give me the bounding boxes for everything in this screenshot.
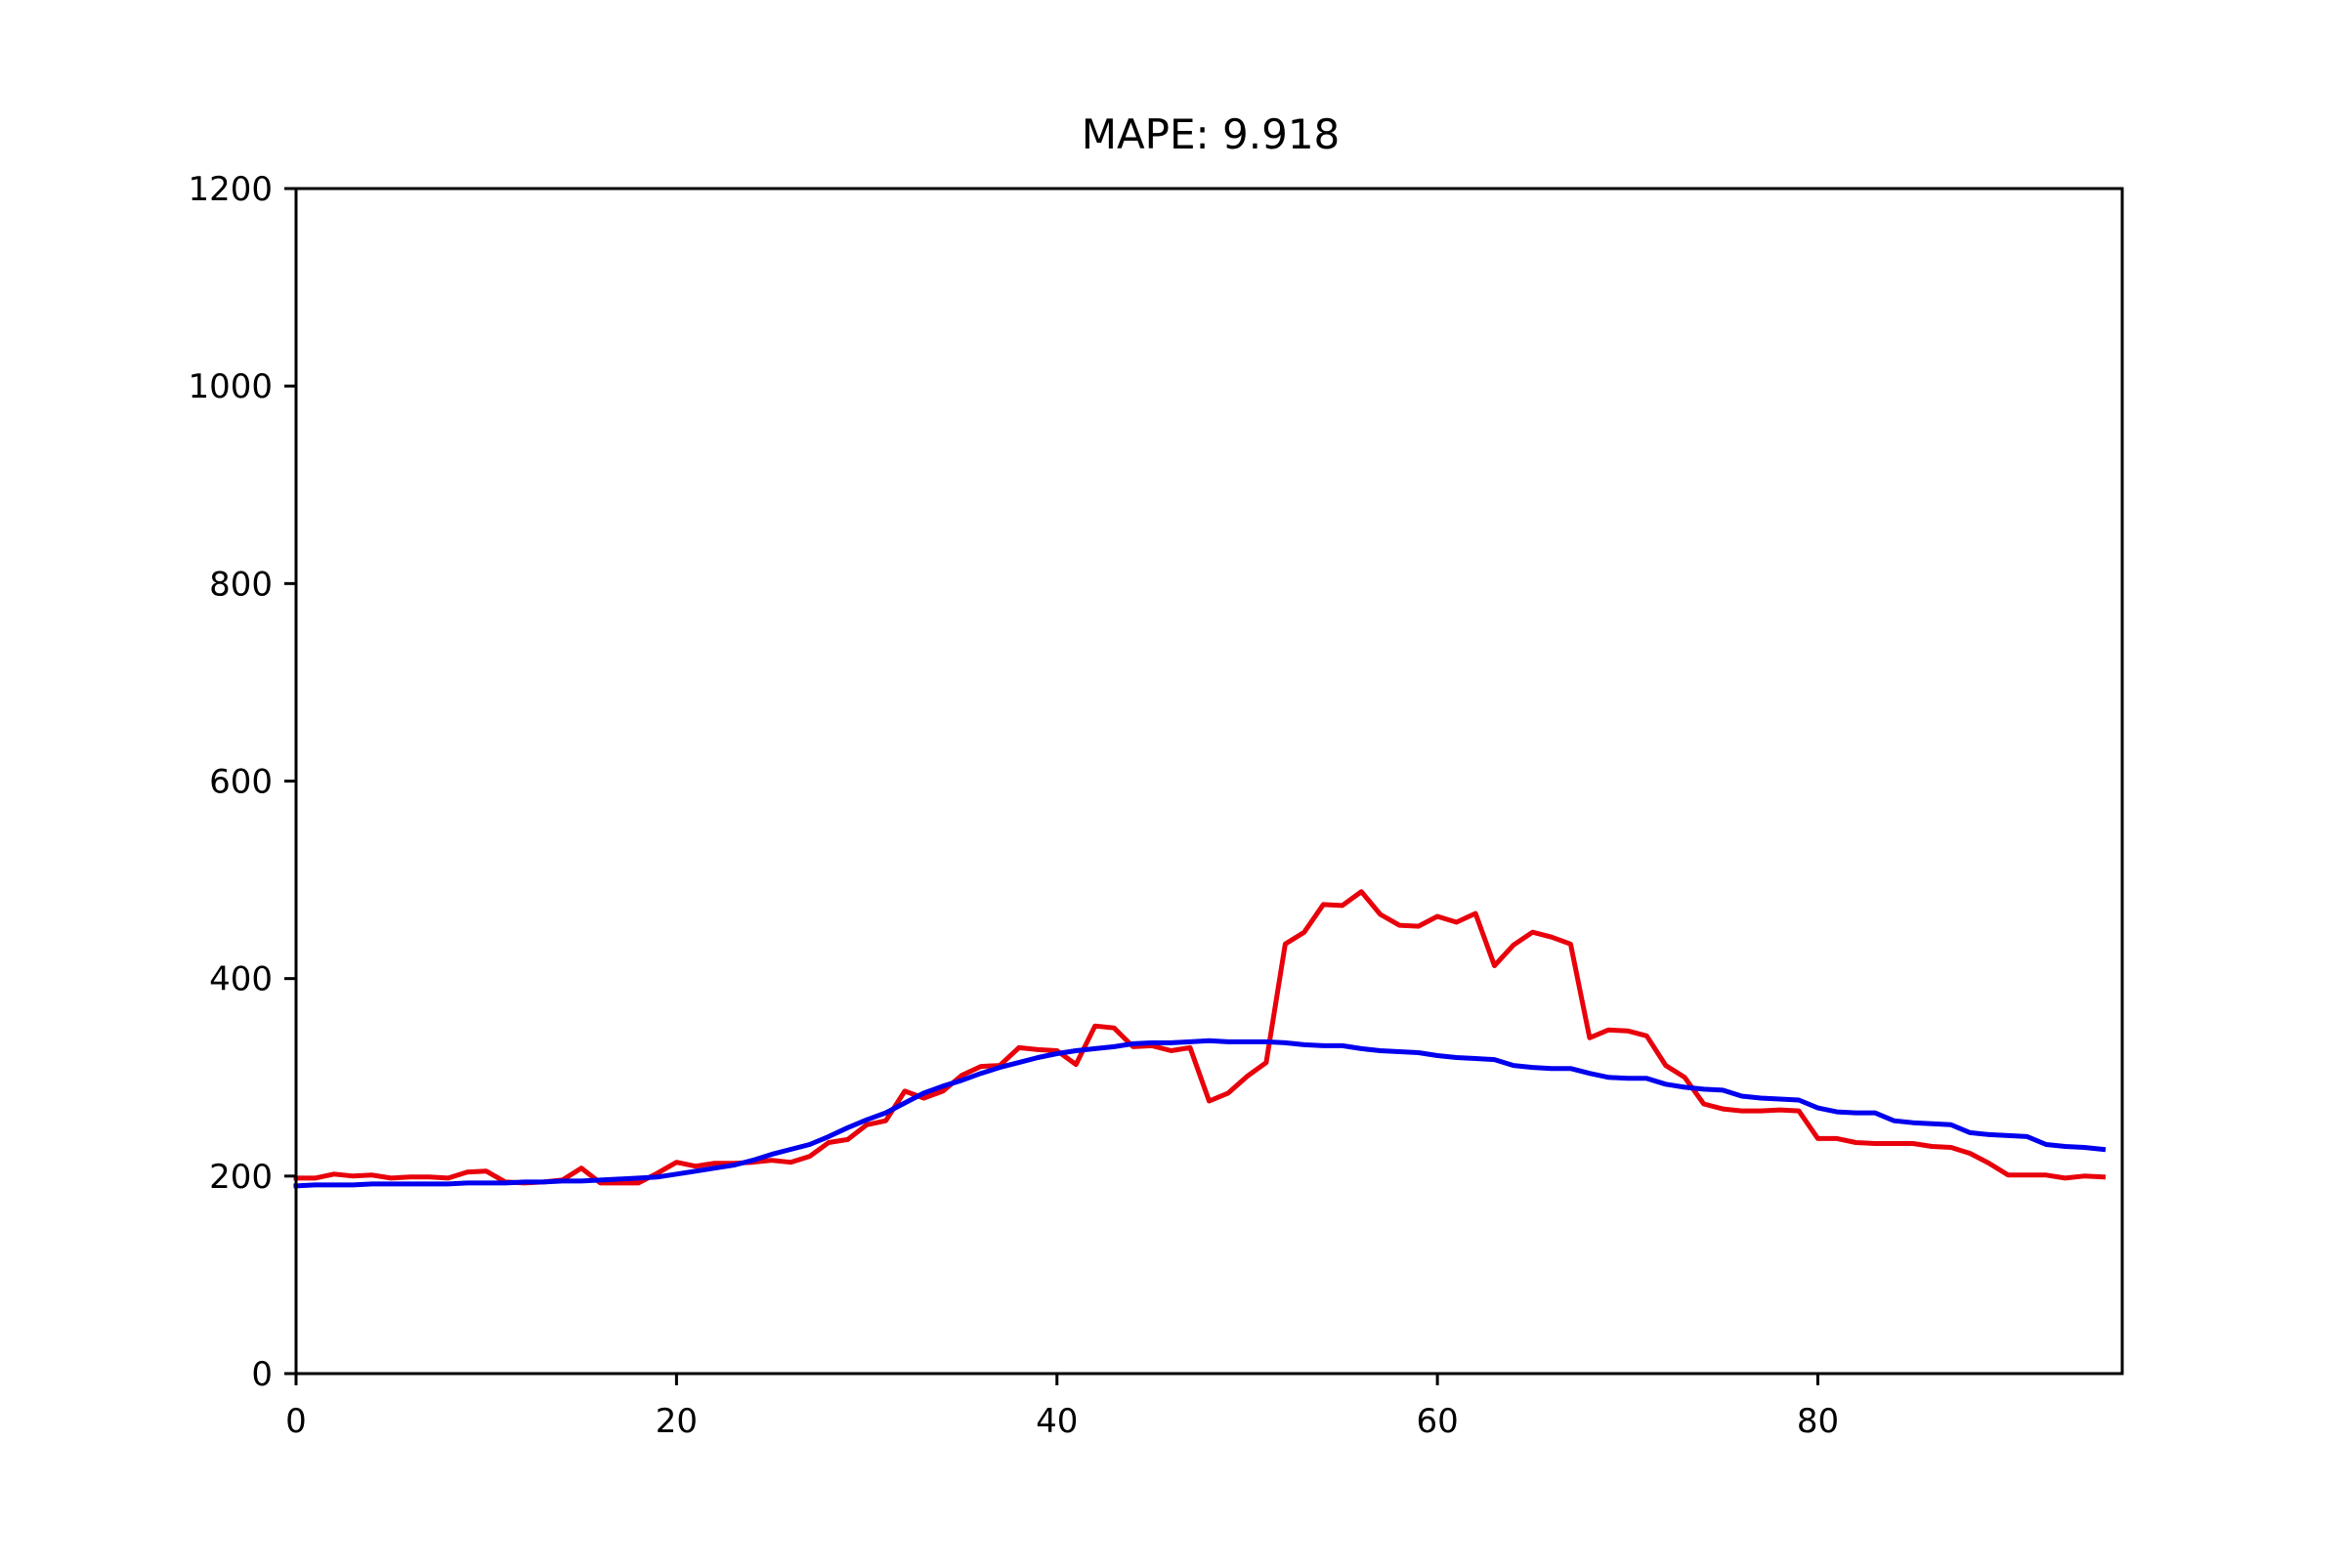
chart-title: MAPE: 9.918 xyxy=(1082,110,1341,158)
series-line-2 xyxy=(293,1038,2107,1189)
series-layer xyxy=(293,889,2107,1189)
x-tick-label: 20 xyxy=(656,1402,698,1441)
y-tick-label: 200 xyxy=(209,1158,273,1197)
y-tick-label: 400 xyxy=(209,960,273,999)
y-tick-label: 600 xyxy=(209,763,273,802)
series-line-1 xyxy=(293,889,2107,1186)
x-tick-label: 0 xyxy=(285,1402,307,1441)
y-tick-label: 800 xyxy=(209,565,273,604)
x-tick-label: 80 xyxy=(1797,1402,1839,1441)
plot-frame xyxy=(294,187,2124,1376)
x-tick-label: 40 xyxy=(1036,1402,1078,1441)
x-tick-label: 60 xyxy=(1416,1402,1458,1441)
y-tick-label: 1000 xyxy=(188,367,273,406)
y-tick-label: 1200 xyxy=(188,170,273,209)
y-tick-label: 0 xyxy=(251,1355,273,1394)
